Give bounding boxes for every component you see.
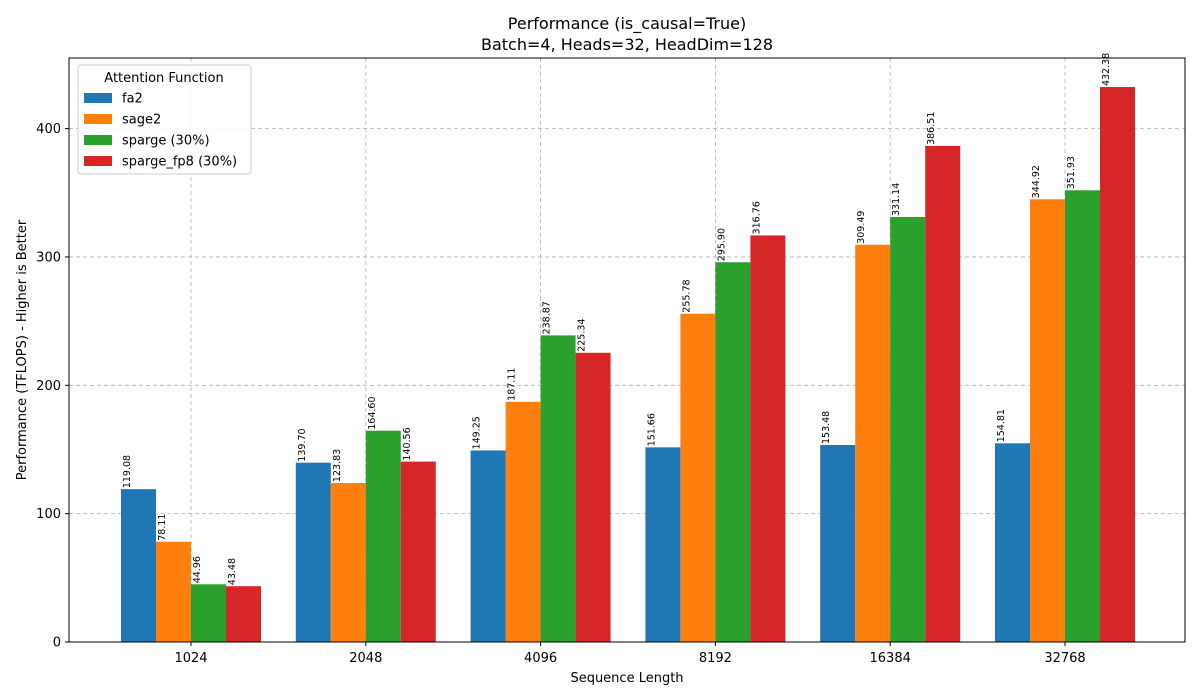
- bar: [1030, 199, 1065, 642]
- bar-value-label: 119.08: [122, 455, 133, 488]
- y-tick-label: 400: [36, 122, 61, 137]
- legend-label: sparge (30%): [122, 134, 210, 149]
- legend-swatch: [84, 156, 112, 166]
- x-ticks-layer: 1024 2048 4096 8192 16384 32768: [174, 642, 1086, 666]
- bar-value-label: 153.48: [821, 411, 832, 444]
- bar-value-label: 78.11: [157, 514, 168, 541]
- bar: [226, 586, 261, 642]
- x-tick-label: 16384: [870, 651, 911, 666]
- x-tick-label: 32768: [1044, 651, 1085, 666]
- bar-value-label: 225.34: [577, 319, 588, 352]
- legend-label: sparge_fp8 (30%): [122, 155, 237, 170]
- y-tick-label: 100: [36, 507, 61, 522]
- bar-value-label: 44.96: [192, 556, 203, 583]
- bar-value-label: 316.76: [751, 201, 762, 234]
- bar: [121, 489, 156, 642]
- plot-frame: [68, 57, 1186, 643]
- bar-value-label: 187.11: [507, 368, 518, 401]
- x-tick-label: 2048: [349, 651, 382, 666]
- bar-value-label: 123.83: [332, 449, 343, 482]
- bar-value-label: 151.66: [646, 413, 657, 446]
- bar: [330, 483, 366, 642]
- bar-value-label: 255.78: [681, 279, 692, 312]
- x-tick-label: 4096: [524, 651, 557, 666]
- bar-value-label: 309.49: [856, 211, 867, 244]
- bars-layer: [121, 87, 1135, 643]
- bar: [400, 461, 436, 642]
- legend-swatch: [84, 135, 112, 145]
- bar: [365, 430, 401, 642]
- bar: [820, 445, 856, 642]
- bar-value-label: 238.87: [542, 301, 553, 334]
- y-tick-label: 200: [36, 379, 61, 394]
- y-axis-title: Performance (TFLOPS) - Higher is Better: [15, 219, 30, 480]
- bar: [645, 447, 681, 642]
- bar-value-label: 295.90: [716, 228, 727, 261]
- legend-label: fa2: [122, 92, 143, 107]
- bar-labels-layer: 119.08 78.11 44.96 43.48 139.70 123.83 164.60 1…: [122, 53, 1112, 585]
- legend-swatch: [84, 93, 112, 103]
- bar-value-label: 331.14: [891, 183, 902, 216]
- y-ticks-layer: 0 100 200 300 400: [36, 122, 69, 651]
- legend-label: sage2: [122, 113, 161, 128]
- bar: [750, 235, 786, 642]
- chart-title: Performance (is_causal=True): [508, 14, 746, 34]
- y-tick-label: 0: [53, 636, 61, 651]
- x-axis-title: Sequence Length: [570, 671, 683, 686]
- bar-value-label: 149.25: [472, 416, 483, 449]
- bar: [505, 401, 541, 642]
- bar: [925, 145, 961, 642]
- bar-value-label: 432.38: [1101, 53, 1112, 86]
- bar-value-label: 164.60: [367, 396, 378, 429]
- bar: [156, 541, 191, 642]
- bar: [191, 584, 226, 642]
- bar-value-label: 351.93: [1066, 156, 1077, 189]
- legend-swatch: [84, 114, 112, 124]
- y-tick-label: 300: [36, 250, 61, 265]
- x-tick-label: 8192: [699, 651, 732, 666]
- bar-value-label: 140.56: [402, 427, 413, 460]
- x-tick-label: 1024: [174, 651, 207, 666]
- bar-value-label: 43.48: [227, 558, 238, 585]
- bar: [470, 450, 506, 642]
- bar: [295, 462, 331, 642]
- legend-title: Attention Function: [104, 71, 223, 86]
- bar: [1100, 87, 1135, 642]
- legend-box: [77, 64, 252, 175]
- bar: [855, 244, 891, 643]
- bar: [995, 443, 1030, 642]
- bar: [890, 216, 926, 642]
- bar: [715, 262, 751, 642]
- bar: [1065, 190, 1100, 642]
- bar-value-label: 344.92: [1031, 165, 1042, 198]
- legend: Attention Function fa2 sage2 sparge (30%) s…: [77, 64, 252, 175]
- bar-value-label: 139.70: [297, 428, 308, 461]
- bar-value-label: 386.51: [926, 112, 937, 145]
- bar-value-label: 154.81: [996, 409, 1007, 442]
- bar: [575, 352, 611, 642]
- bar: [680, 313, 716, 642]
- chart-subtitle: Batch=4, Heads=32, HeadDim=128: [481, 35, 773, 54]
- bar: [540, 335, 576, 642]
